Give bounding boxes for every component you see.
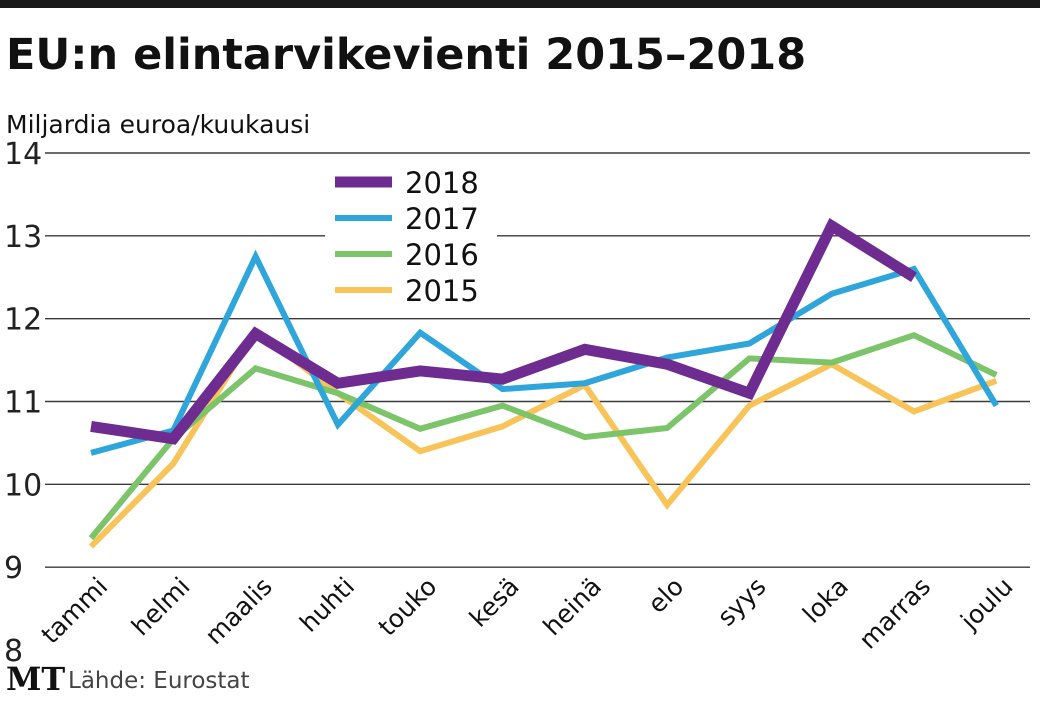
y-tick-label: 13	[4, 220, 42, 255]
x-tick-label: huhti	[294, 572, 360, 638]
x-tick-label: kesä	[464, 572, 525, 633]
legend-label-2017: 2017	[405, 202, 479, 236]
x-tick-label: loka	[797, 572, 854, 629]
x-tick-label: heinä	[538, 572, 608, 642]
x-tick-label: helmi	[126, 572, 196, 642]
series-lines	[88, 218, 999, 549]
x-tick-label: touko	[373, 572, 443, 642]
y-tick-label: 8	[4, 634, 23, 669]
x-tick-label: syys	[712, 572, 772, 632]
x-tick-labels: tammi helmi maalis huhti touko kesä heinä elo sy…	[36, 572, 1019, 655]
legend-label-2018: 2018	[405, 166, 479, 200]
x-tick-label: joulu	[954, 572, 1018, 636]
source-note: Lähde: Eurostat	[68, 668, 250, 694]
x-tick-label: marras	[853, 572, 936, 655]
gridlines	[45, 152, 1030, 568]
top-rule	[0, 0, 1040, 8]
x-tick-label: tammi	[36, 572, 114, 650]
series-line-2017	[90, 249, 999, 456]
mt-logo: MT	[6, 660, 66, 698]
y-tick-label: 11	[4, 386, 42, 421]
x-tick-label: maalis	[199, 572, 277, 650]
legend-label-2015: 2015	[405, 274, 479, 308]
x-tick-label: elo	[642, 572, 689, 619]
series-line-2018	[90, 218, 917, 445]
y-tick-label: 10	[4, 468, 42, 503]
series-line-2016	[88, 331, 998, 541]
y-tick-label: 9	[4, 551, 23, 586]
y-tick-labels: 8 9 10 11 12 13 14	[4, 137, 42, 669]
y-tick-label: 14	[4, 137, 42, 172]
legend-label-2016: 2016	[405, 238, 479, 272]
y-tick-label: 12	[4, 303, 42, 338]
chart-title: EU:n elintarvikevienti 2015–2018	[6, 30, 807, 80]
y-axis-unit-label: Miljardia euroa/kuukausi	[6, 110, 311, 139]
